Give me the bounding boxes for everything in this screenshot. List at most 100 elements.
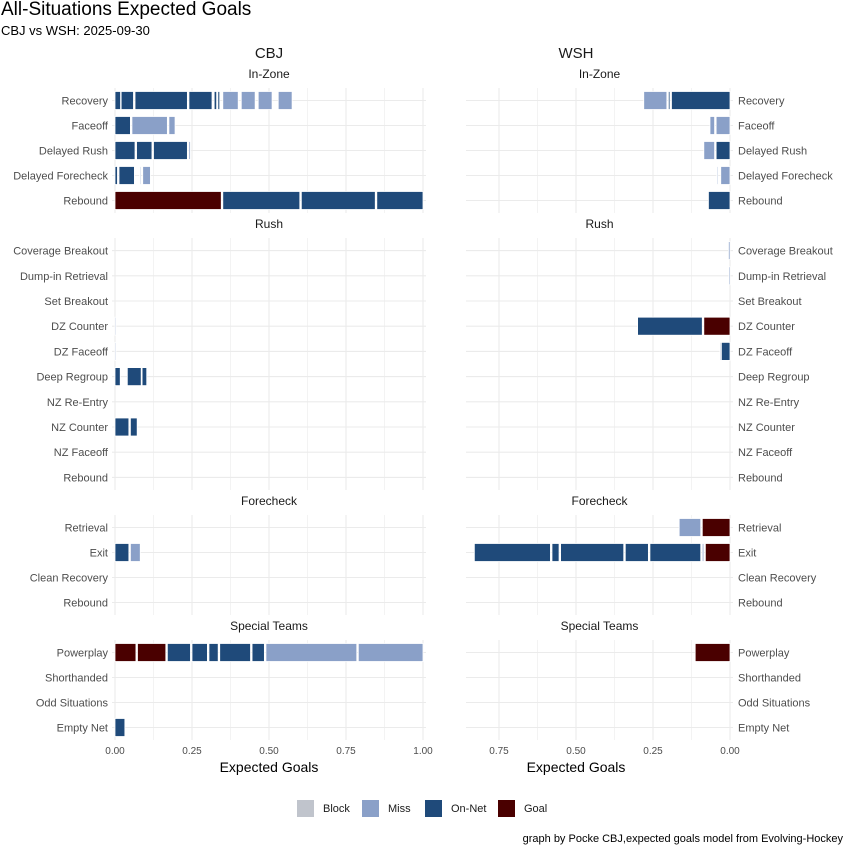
category-label: Deep Regroup bbox=[36, 372, 108, 384]
category-label: Rebound bbox=[738, 598, 783, 610]
legend-label: On-Net bbox=[451, 803, 486, 815]
bar-segment-m bbox=[719, 341, 722, 361]
category-label: Shorthanded bbox=[738, 673, 801, 685]
chart-title: All-Situations Expected Goals bbox=[1, 0, 251, 20]
bar-segment-n bbox=[637, 316, 703, 336]
category-label: Odd Situations bbox=[36, 698, 109, 710]
bar-segment-n bbox=[668, 91, 671, 110]
bar-segment-m bbox=[716, 166, 719, 185]
bar-segment-m bbox=[265, 643, 358, 662]
bar-segment-n bbox=[208, 643, 219, 662]
team-label-cbj: CBJ bbox=[255, 45, 283, 62]
bar-segment-n bbox=[166, 643, 191, 662]
bar-segment-m bbox=[357, 643, 424, 662]
bar-segment-g bbox=[703, 316, 731, 336]
category-label: Delayed Rush bbox=[738, 146, 807, 158]
category-label: Exit bbox=[738, 548, 756, 560]
category-label: NZ Faceoff bbox=[54, 447, 109, 459]
legend-label: Goal bbox=[524, 803, 547, 815]
x-tick-label: 0.00 bbox=[105, 746, 125, 757]
category-label: Rebound bbox=[63, 196, 108, 208]
bar-segment-n bbox=[671, 91, 731, 110]
category-label: Dump-in Retrieval bbox=[20, 271, 108, 283]
bar-segment-g bbox=[114, 191, 222, 210]
legend-key-b bbox=[297, 800, 314, 817]
category-label: Rebound bbox=[63, 598, 108, 610]
bar-segment-n bbox=[624, 543, 649, 562]
bar-segment-n bbox=[217, 91, 221, 110]
facet-strip-label: In-Zone bbox=[248, 67, 290, 81]
category-label: Set Breakout bbox=[44, 296, 108, 308]
bar-segment-m bbox=[257, 91, 273, 110]
category-label: Dump-in Retrieval bbox=[738, 271, 826, 283]
category-label: Delayed Forecheck bbox=[13, 171, 108, 183]
bar-segment-m bbox=[277, 91, 293, 110]
bar-segment-g bbox=[694, 643, 731, 662]
bar-segment-m bbox=[139, 166, 142, 185]
bar-segment-n bbox=[114, 141, 136, 160]
bar-segment-m bbox=[701, 543, 705, 562]
category-label: Exit bbox=[90, 548, 108, 560]
category-label: Delayed Rush bbox=[39, 146, 108, 158]
legend-key-g bbox=[498, 800, 515, 817]
bar-segment-n bbox=[219, 643, 251, 662]
category-label: Delayed Forecheck bbox=[738, 171, 833, 183]
x-tick-label: 0.25 bbox=[182, 746, 202, 757]
chart-caption: graph by Pocke CBJ,expected goals model … bbox=[523, 833, 844, 845]
x-tick-label: 1.00 bbox=[413, 746, 433, 757]
legend-label: Miss bbox=[388, 803, 411, 815]
bar-segment-n bbox=[134, 91, 188, 110]
x-tick-label: 0.25 bbox=[643, 746, 663, 757]
category-label: NZ Faceoff bbox=[738, 447, 793, 459]
bar-segment-n bbox=[551, 543, 560, 562]
bar-segment-m bbox=[678, 518, 702, 537]
bar-segment-n bbox=[191, 643, 208, 662]
bar-segment-n bbox=[560, 543, 625, 562]
bar-segment-m bbox=[168, 116, 176, 135]
bar-segment-n bbox=[120, 91, 134, 110]
bar-segment-n bbox=[114, 116, 131, 135]
bar-segment-n bbox=[213, 91, 218, 110]
bar-segment-n bbox=[141, 367, 148, 387]
category-label: Faceoff bbox=[72, 121, 109, 133]
category-label: DZ Counter bbox=[51, 321, 108, 333]
category-label: NZ Counter bbox=[51, 422, 108, 434]
category-label: Recovery bbox=[62, 96, 109, 108]
bar-segment-m bbox=[643, 91, 668, 110]
bar-segment-n bbox=[114, 543, 130, 562]
bar-segment-n bbox=[114, 718, 126, 737]
category-label: Empty Net bbox=[57, 723, 108, 735]
category-label: Rebound bbox=[63, 472, 108, 484]
category-label: Clean Recovery bbox=[30, 573, 109, 585]
bar-segment-m bbox=[188, 141, 191, 160]
category-label: Odd Situations bbox=[738, 698, 811, 710]
bar-segment-n bbox=[188, 91, 213, 110]
category-label: Shorthanded bbox=[45, 673, 108, 685]
facet-strip-label: Forecheck bbox=[241, 494, 298, 508]
facet-strip-label: Rush bbox=[585, 217, 613, 231]
bar-segment-m bbox=[709, 116, 715, 135]
bar-segment-m bbox=[129, 543, 141, 562]
category-label: Recovery bbox=[738, 96, 785, 108]
bar-segment-n bbox=[153, 141, 188, 160]
bar-segment-m bbox=[728, 266, 731, 286]
category-label: NZ Re-Entry bbox=[47, 397, 109, 409]
category-label: Powerplay bbox=[738, 648, 790, 660]
bar-segment-n bbox=[251, 643, 265, 662]
bar-segment-g bbox=[114, 643, 137, 662]
bar-segment-m bbox=[720, 166, 731, 185]
category-label: Set Breakout bbox=[738, 296, 802, 308]
legend-key-m bbox=[362, 800, 379, 817]
category-label: Rebound bbox=[738, 472, 783, 484]
bar-segment-n bbox=[114, 91, 121, 110]
category-label: Retrieval bbox=[65, 523, 108, 535]
category-label: Coverage Breakout bbox=[13, 246, 108, 258]
facet-strip-label: Forecheck bbox=[571, 494, 628, 508]
bar-segment-g bbox=[137, 643, 167, 662]
x-tick-label: 0.75 bbox=[489, 746, 509, 757]
bar-segment-m bbox=[131, 116, 168, 135]
x-tick-label: 0.00 bbox=[720, 746, 740, 757]
bar-segment-g bbox=[701, 518, 731, 537]
facet-strip-label: Rush bbox=[255, 217, 283, 231]
